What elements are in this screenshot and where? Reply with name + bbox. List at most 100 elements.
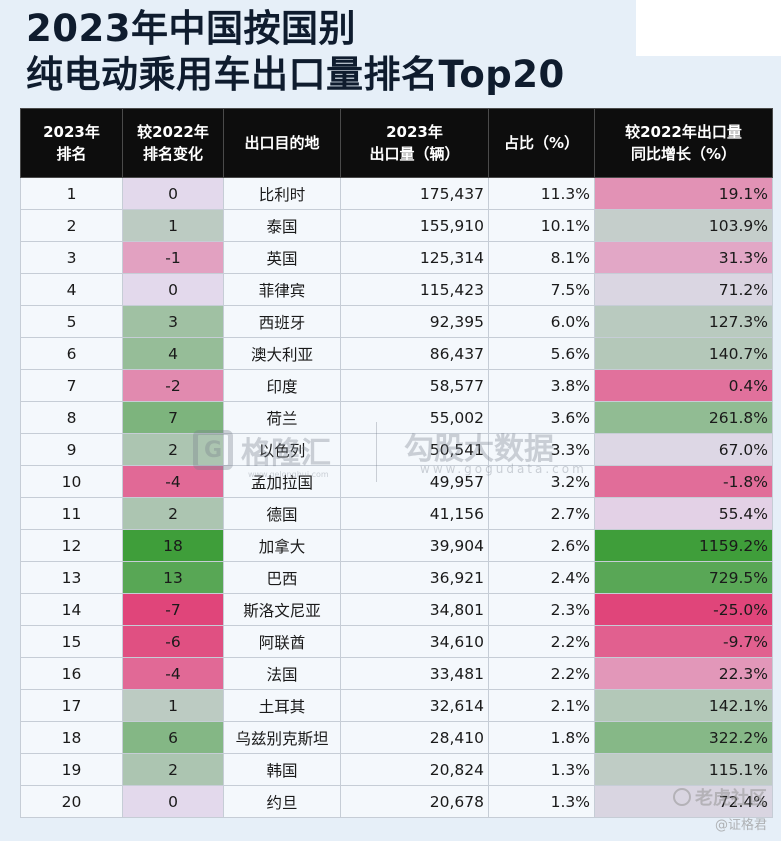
share-cell: 3.6% bbox=[488, 401, 595, 434]
header-rank-change: 较2022年 排名变化 bbox=[122, 108, 224, 178]
growth-cell: 67.0% bbox=[594, 433, 773, 466]
rank-cell: 1 bbox=[20, 177, 123, 210]
share-cell: 2.6% bbox=[488, 529, 595, 562]
share-cell: 7.5% bbox=[488, 273, 595, 306]
share-cell: 3.8% bbox=[488, 369, 595, 402]
rank-cell: 4 bbox=[20, 273, 123, 306]
corner-box bbox=[636, 0, 781, 56]
volume-cell: 34,610 bbox=[340, 625, 489, 658]
header-growth: 较2022年出口量 同比增长（%） bbox=[594, 108, 773, 178]
volume-cell: 34,801 bbox=[340, 593, 489, 626]
destination-cell: 英国 bbox=[223, 241, 341, 274]
share-cell: 2.2% bbox=[488, 625, 595, 658]
rank-change-cell: 13 bbox=[122, 561, 224, 594]
volume-cell: 20,678 bbox=[340, 785, 489, 818]
growth-cell: 71.2% bbox=[594, 273, 773, 306]
rank-cell: 15 bbox=[20, 625, 123, 658]
rank-cell: 11 bbox=[20, 497, 123, 530]
table-row: 11 2 德国 41,156 2.7% 55.4% bbox=[20, 497, 773, 530]
growth-cell: 322.2% bbox=[594, 721, 773, 754]
volume-cell: 49,957 bbox=[340, 465, 489, 498]
rank-change-cell: 2 bbox=[122, 753, 224, 786]
volume-cell: 20,824 bbox=[340, 753, 489, 786]
rank-change-cell: 18 bbox=[122, 529, 224, 562]
growth-cell: 0.4% bbox=[594, 369, 773, 402]
rank-change-cell: 2 bbox=[122, 433, 224, 466]
rank-cell: 12 bbox=[20, 529, 123, 562]
header-volume: 2023年 出口量（辆） bbox=[340, 108, 489, 178]
destination-cell: 荷兰 bbox=[223, 401, 341, 434]
rank-change-cell: 6 bbox=[122, 721, 224, 754]
growth-cell: -1.8% bbox=[594, 465, 773, 498]
volume-cell: 39,904 bbox=[340, 529, 489, 562]
volume-cell: 32,614 bbox=[340, 689, 489, 722]
rank-change-cell: -1 bbox=[122, 241, 224, 274]
rank-cell: 2 bbox=[20, 209, 123, 242]
volume-cell: 86,437 bbox=[340, 337, 489, 370]
rank-change-cell: 4 bbox=[122, 337, 224, 370]
destination-cell: 以色列 bbox=[223, 433, 341, 466]
volume-cell: 175,437 bbox=[340, 177, 489, 210]
rank-cell: 19 bbox=[20, 753, 123, 786]
rank-cell: 18 bbox=[20, 721, 123, 754]
destination-cell: 菲律宾 bbox=[223, 273, 341, 306]
destination-cell: 斯洛文尼亚 bbox=[223, 593, 341, 626]
volume-cell: 41,156 bbox=[340, 497, 489, 530]
rank-cell: 17 bbox=[20, 689, 123, 722]
growth-cell: 22.3% bbox=[594, 657, 773, 690]
rank-cell: 5 bbox=[20, 305, 123, 338]
growth-cell: 729.5% bbox=[594, 561, 773, 594]
growth-cell: 261.8% bbox=[594, 401, 773, 434]
volume-cell: 28,410 bbox=[340, 721, 489, 754]
destination-cell: 澳大利亚 bbox=[223, 337, 341, 370]
table-row: 13 13 巴西 36,921 2.4% 729.5% bbox=[20, 561, 773, 594]
growth-cell: -9.7% bbox=[594, 625, 773, 658]
table-row: 12 18 加拿大 39,904 2.6% 1159.2% bbox=[20, 529, 773, 562]
table-row: 3 -1 英国 125,314 8.1% 31.3% bbox=[20, 241, 773, 274]
table-header-row: 2023年 排名 较2022年 排名变化 出口目的地 2023年 出口量（辆） 占比（… bbox=[20, 108, 773, 178]
destination-cell: 巴西 bbox=[223, 561, 341, 594]
share-cell: 2.3% bbox=[488, 593, 595, 626]
growth-cell: 127.3% bbox=[594, 305, 773, 338]
rank-change-cell: 1 bbox=[122, 689, 224, 722]
growth-cell: 31.3% bbox=[594, 241, 773, 274]
header-rank: 2023年 排名 bbox=[20, 108, 123, 178]
table-row: 4 0 菲律宾 115,423 7.5% 71.2% bbox=[20, 273, 773, 306]
rank-change-cell: 1 bbox=[122, 209, 224, 242]
growth-cell: 115.1% bbox=[594, 753, 773, 786]
destination-cell: 约旦 bbox=[223, 785, 341, 818]
volume-cell: 92,395 bbox=[340, 305, 489, 338]
share-cell: 2.4% bbox=[488, 561, 595, 594]
volume-cell: 115,423 bbox=[340, 273, 489, 306]
rank-change-cell: -7 bbox=[122, 593, 224, 626]
table-row: 19 2 韩国 20,824 1.3% 115.1% bbox=[20, 753, 773, 786]
destination-cell: 法国 bbox=[223, 657, 341, 690]
volume-cell: 58,577 bbox=[340, 369, 489, 402]
growth-cell: 55.4% bbox=[594, 497, 773, 530]
table-row: 15 -6 阿联酋 34,610 2.2% -9.7% bbox=[20, 625, 773, 658]
table-row: 1 0 比利时 175,437 11.3% 19.1% bbox=[20, 177, 773, 210]
share-cell: 6.0% bbox=[488, 305, 595, 338]
table-row: 14 -7 斯洛文尼亚 34,801 2.3% -25.0% bbox=[20, 593, 773, 626]
table-row: 2 1 泰国 155,910 10.1% 103.9% bbox=[20, 209, 773, 242]
share-cell: 2.7% bbox=[488, 497, 595, 530]
table-row: 7 -2 印度 58,577 3.8% 0.4% bbox=[20, 369, 773, 402]
growth-cell: 19.1% bbox=[594, 177, 773, 210]
share-cell: 8.1% bbox=[488, 241, 595, 274]
destination-cell: 德国 bbox=[223, 497, 341, 530]
rank-cell: 20 bbox=[20, 785, 123, 818]
rank-change-cell: -2 bbox=[122, 369, 224, 402]
rank-cell: 8 bbox=[20, 401, 123, 434]
growth-cell: -25.0% bbox=[594, 593, 773, 626]
destination-cell: 韩国 bbox=[223, 753, 341, 786]
table-row: 16 -4 法国 33,481 2.2% 22.3% bbox=[20, 657, 773, 690]
volume-cell: 33,481 bbox=[340, 657, 489, 690]
destination-cell: 比利时 bbox=[223, 177, 341, 210]
destination-cell: 孟加拉国 bbox=[223, 465, 341, 498]
table-body: 1 0 比利时 175,437 11.3% 19.1% 2 1 泰国 155,910 10.1% 10… bbox=[20, 177, 773, 818]
rank-cell: 6 bbox=[20, 337, 123, 370]
share-cell: 3.3% bbox=[488, 433, 595, 466]
page-title: 2023年中国按国别 纯电动乘用车出口量排名Top20 bbox=[26, 6, 565, 98]
destination-cell: 加拿大 bbox=[223, 529, 341, 562]
table-row: 20 0 约旦 20,678 1.3% 72.4% bbox=[20, 785, 773, 818]
